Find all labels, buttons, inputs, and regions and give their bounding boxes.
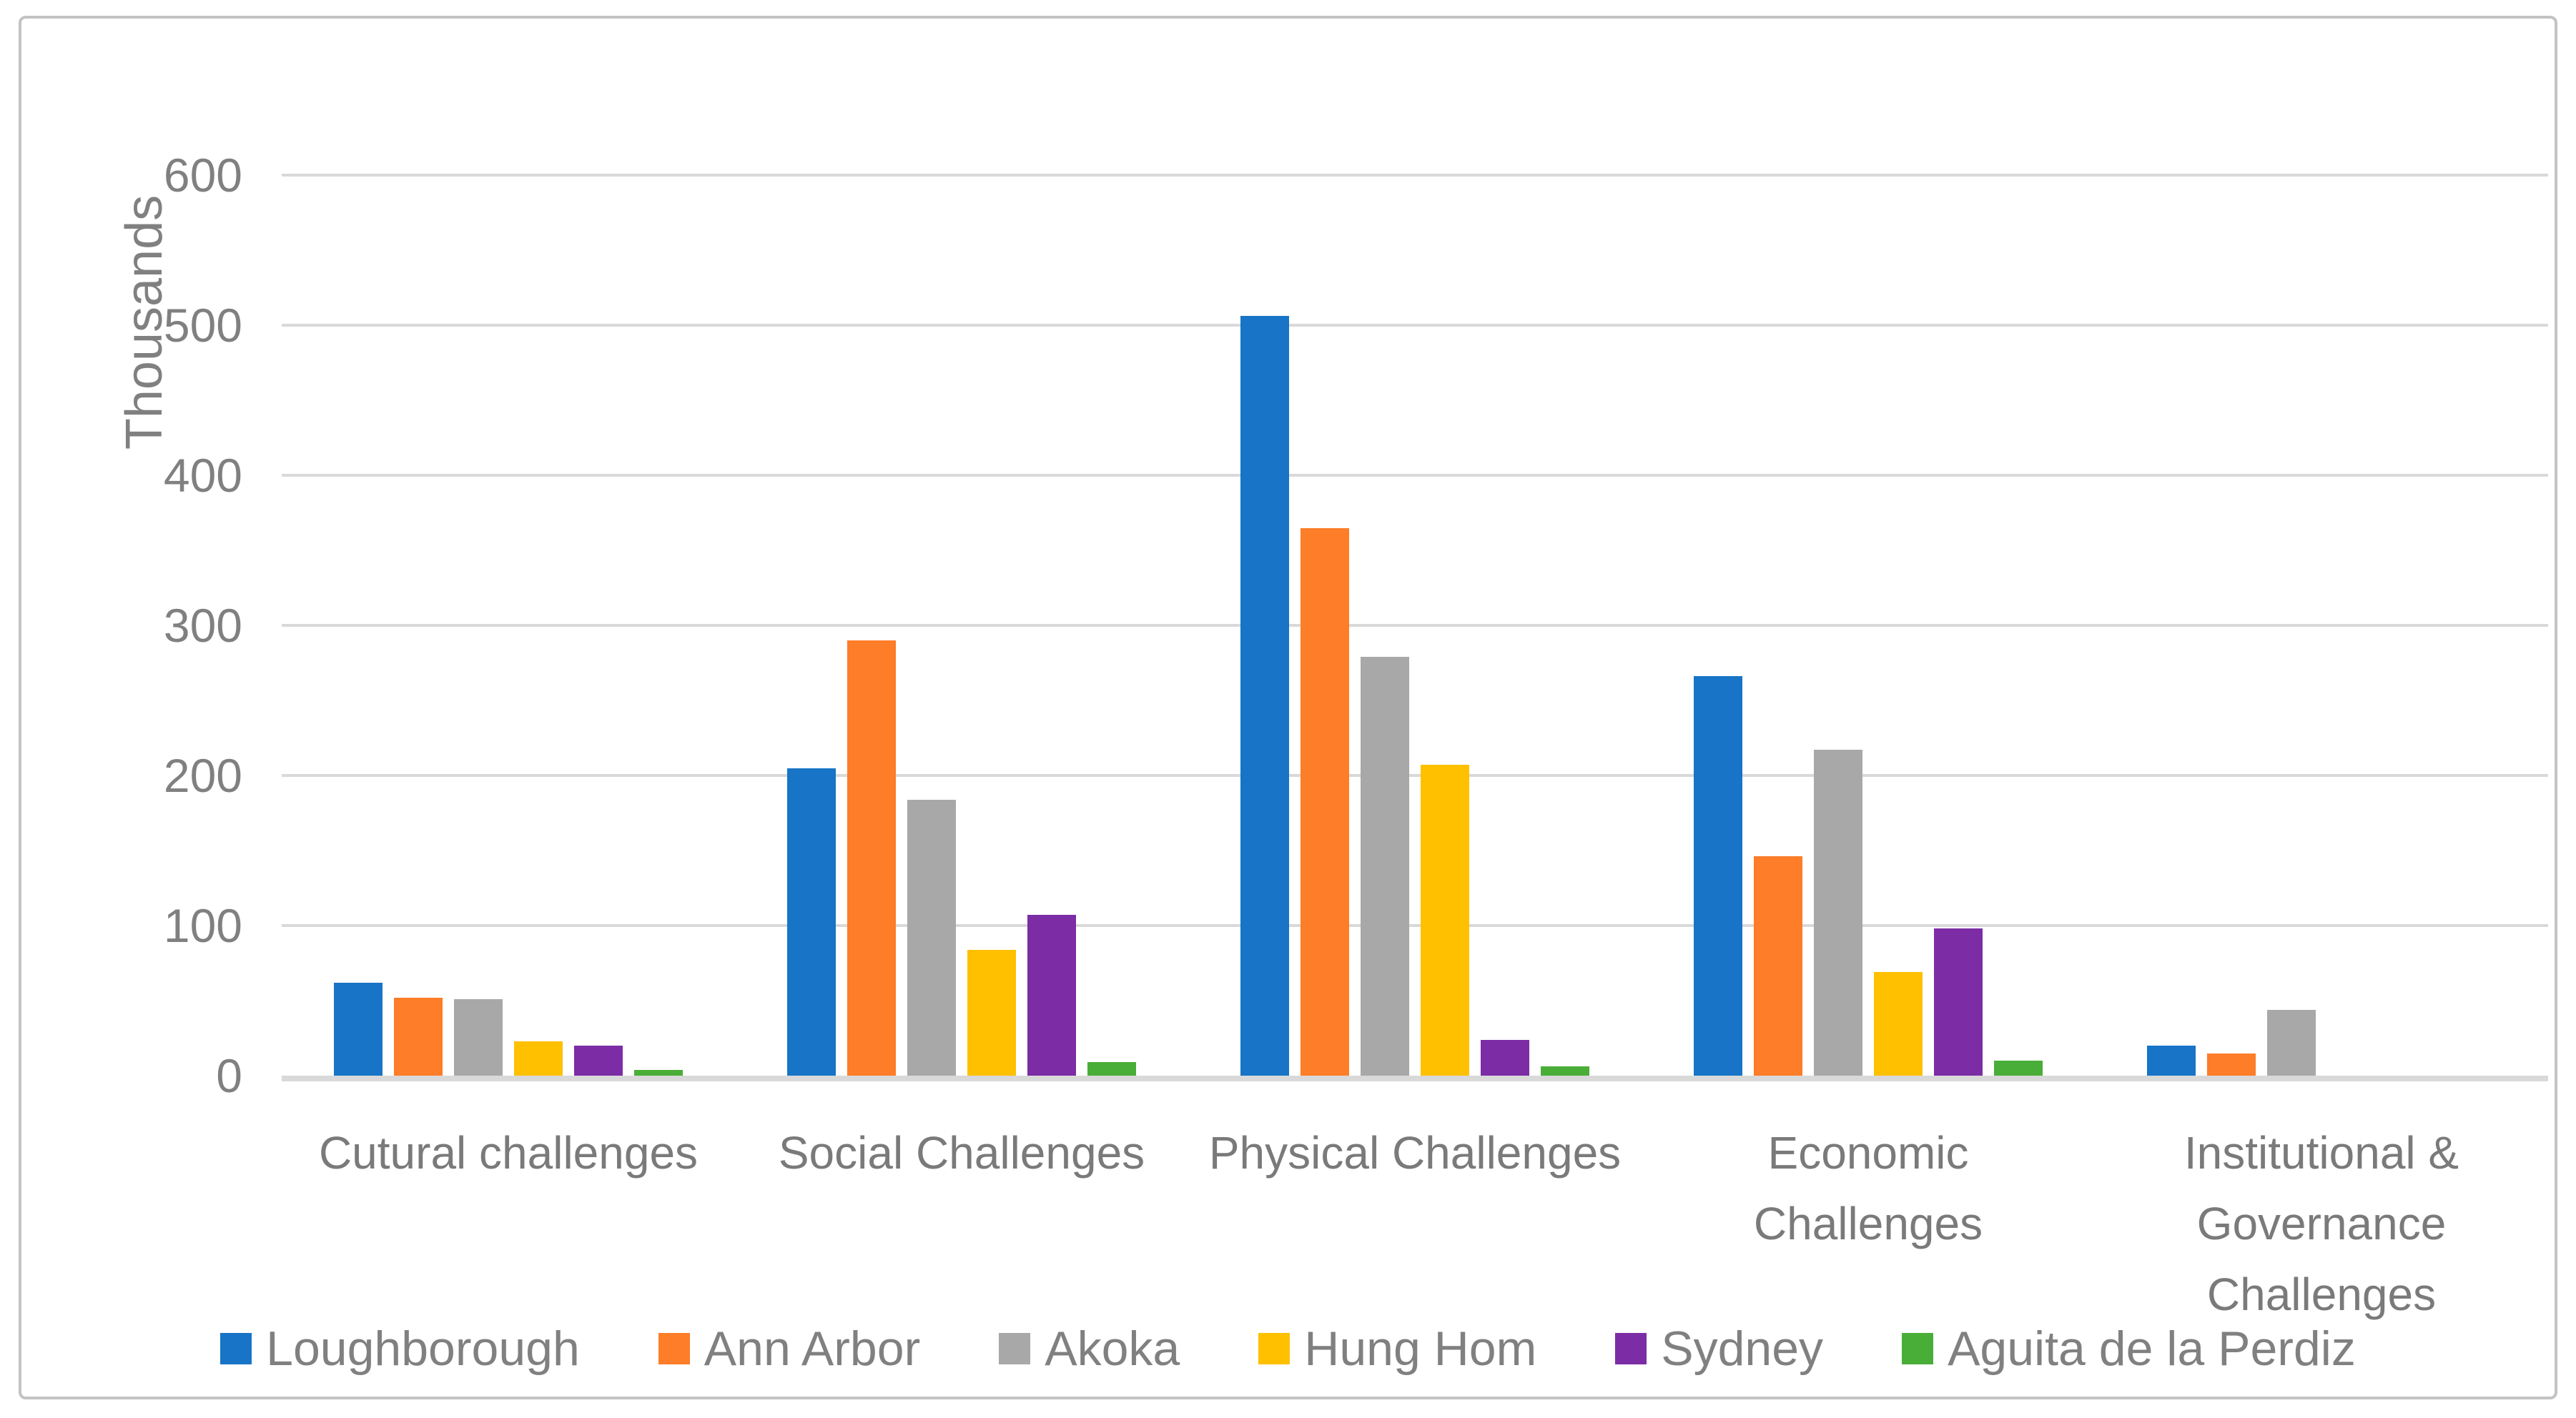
- chart-border: 0 100 200 300 400 500 600 Thousands Cutural ch…: [19, 16, 2557, 1399]
- bar-aguita-de-la-perdiz-cat4: [1994, 1061, 2043, 1076]
- bar-loughborough-cat4: [1694, 676, 1742, 1076]
- bar-loughborough-cat2: [787, 768, 836, 1076]
- legend-item-hung-hom: Hung Hom: [1258, 1321, 1536, 1377]
- y-tick-label-400: 400: [163, 449, 242, 502]
- category-label-4: Economic Challenges: [1753, 1127, 1983, 1250]
- bar-ann-arbor-cat1: [394, 997, 443, 1076]
- legend-swatch-icon: [1902, 1333, 1934, 1364]
- legend-item-loughborough: Loughborough: [220, 1321, 580, 1377]
- y-axis-title: Thousands: [116, 194, 173, 450]
- bar-loughborough-cat3: [1240, 316, 1289, 1076]
- category-label-5: Institutional & Governance Challenges: [2183, 1127, 2459, 1321]
- x-axis-line: [282, 1076, 2548, 1081]
- legend-swatch-icon: [999, 1333, 1031, 1364]
- category-label-1: Cutural challenges: [318, 1127, 699, 1179]
- legend-label: Akoka: [1045, 1322, 1180, 1376]
- category-label-3: Physical Challenges: [1208, 1127, 1622, 1179]
- bar-aguita-de-la-perdiz-cat2: [1087, 1062, 1136, 1076]
- legend-swatch-icon: [1258, 1333, 1291, 1364]
- bar-ann-arbor-cat5: [2207, 1053, 2256, 1076]
- legend-swatch-icon: [220, 1333, 252, 1364]
- legend-item-ann-arbor: Ann Arbor: [658, 1321, 920, 1377]
- bar-hung-hom-cat4: [1874, 972, 1923, 1076]
- bar-akoka-cat3: [1361, 657, 1409, 1076]
- bar-ann-arbor-cat4: [1754, 856, 1802, 1076]
- bar-akoka-cat4: [1814, 750, 1862, 1076]
- bar-hung-hom-cat2: [967, 949, 1016, 1076]
- y-tick-label-200: 200: [163, 749, 242, 802]
- legend-label: Sydney: [1661, 1322, 1824, 1376]
- bar-sydney-cat1: [574, 1046, 623, 1076]
- legend-label: Ann Arbor: [704, 1322, 921, 1376]
- bar-sydney-cat4: [1934, 928, 1983, 1076]
- bar-aguita-de-la-perdiz-cat1: [634, 1069, 683, 1076]
- gridline-400: [282, 474, 2548, 477]
- bar-akoka-cat5: [2267, 1009, 2316, 1076]
- bar-loughborough-cat5: [2147, 1046, 2196, 1076]
- legend-swatch-icon: [658, 1333, 690, 1364]
- bar-sydney-cat3: [1481, 1039, 1529, 1076]
- bar-hung-hom-cat1: [514, 1041, 563, 1076]
- legend-item-akoka: Akoka: [999, 1321, 1180, 1377]
- y-tick-label-600: 600: [163, 149, 242, 202]
- legend-label: Aguita de la Perdiz: [1948, 1322, 2356, 1376]
- gridline-200: [282, 774, 2548, 777]
- bar-ann-arbor-cat2: [847, 640, 896, 1076]
- legend-label: Hung Hom: [1304, 1322, 1537, 1376]
- legend-item-sydney: Sydney: [1615, 1321, 1823, 1377]
- bar-hung-hom-cat3: [1421, 765, 1469, 1076]
- gridline-500: [282, 324, 2548, 327]
- gridline-300: [282, 624, 2548, 627]
- bar-loughborough-cat1: [334, 982, 383, 1076]
- legend-label: Loughborough: [266, 1322, 580, 1376]
- y-tick-label-100: 100: [163, 899, 242, 952]
- y-tick-label-500: 500: [163, 299, 242, 352]
- bar-sydney-cat2: [1027, 915, 1076, 1076]
- gridline-100: [282, 924, 2548, 927]
- y-tick-label-0: 0: [216, 1049, 242, 1102]
- legend-item-aguita-de-la-perdiz: Aguita de la Perdiz: [1902, 1321, 2356, 1377]
- y-tick-label-300: 300: [163, 599, 242, 652]
- bar-akoka-cat1: [454, 998, 503, 1076]
- category-label-2: Social Challenges: [778, 1127, 1145, 1179]
- legend-swatch-icon: [1615, 1333, 1647, 1364]
- bar-aguita-de-la-perdiz-cat3: [1541, 1066, 1589, 1076]
- legend: Loughborough Ann Arbor Akoka Hung Hom Sydney…: [21, 1321, 2555, 1377]
- bar-akoka-cat2: [907, 799, 956, 1076]
- bar-ann-arbor-cat3: [1301, 527, 1349, 1076]
- gridline-600: [282, 174, 2548, 177]
